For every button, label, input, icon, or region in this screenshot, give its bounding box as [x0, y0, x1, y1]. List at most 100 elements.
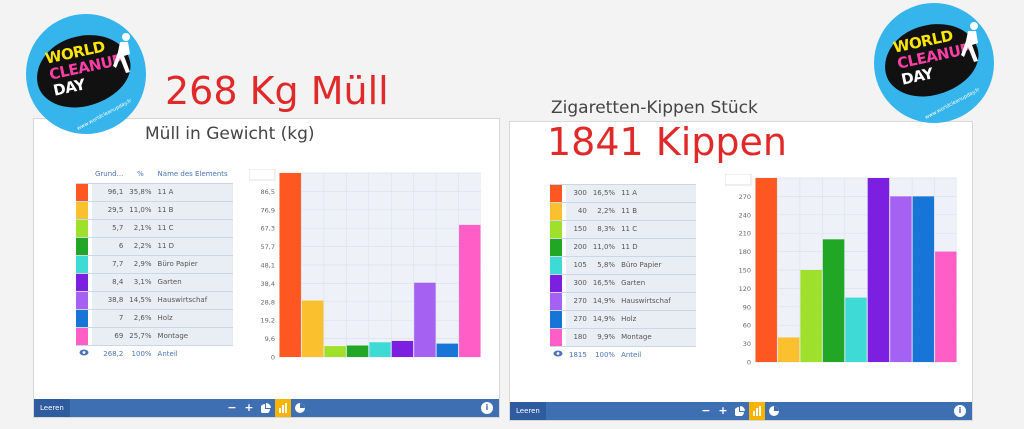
value-cell[interactable]: 150 [566, 220, 590, 239]
name-cell[interactable]: Garten [154, 273, 233, 292]
color-swatch[interactable] [76, 309, 88, 327]
value-cell[interactable]: 270 [566, 292, 590, 311]
value-cell[interactable]: 69 [92, 327, 127, 346]
left-chart-title: Müll in Gewicht (kg) [145, 124, 315, 144]
name-cell[interactable]: 11 C [154, 219, 233, 238]
table-row[interactable]: 8,4 3,1% Garten [76, 273, 233, 292]
value-cell[interactable]: 29,5 [92, 201, 127, 220]
table-row[interactable]: 29,5 11,0% 11 B [76, 201, 233, 220]
value-cell[interactable]: 40 [566, 202, 590, 221]
table-row[interactable]: 270 14,9% Holz [550, 310, 697, 329]
color-swatch[interactable] [550, 310, 562, 328]
clear-button[interactable]: Leeren [510, 402, 546, 420]
color-swatch[interactable] [550, 202, 562, 220]
table-row[interactable]: 180 9,9% Montage [550, 328, 697, 347]
name-cell[interactable]: Holz [618, 310, 697, 329]
zoom-out-button[interactable]: − [227, 401, 237, 414]
info-button[interactable]: i [954, 405, 966, 417]
color-swatch[interactable] [76, 291, 88, 309]
name-cell[interactable]: 11 B [618, 202, 697, 221]
table-row[interactable]: 200 11,0% 11 D [550, 238, 697, 257]
name-cell[interactable]: 11 D [618, 238, 697, 257]
zoom-out-button[interactable]: − [701, 404, 711, 417]
table-row[interactable]: 5,7 2,1% 11 C [76, 219, 233, 238]
table-row[interactable]: 150 8,3% 11 C [550, 220, 697, 239]
name-cell[interactable]: Garten [618, 274, 697, 293]
name-cell[interactable]: 11 D [154, 237, 233, 256]
clear-button[interactable]: Leeren [34, 399, 70, 417]
table-row[interactable]: 270 14,9% Hauswirtschaf [550, 292, 697, 311]
value-header[interactable] [566, 167, 590, 185]
value-cell[interactable]: 38,8 [92, 291, 127, 310]
bar [324, 346, 346, 357]
color-swatch[interactable] [76, 327, 88, 345]
color-swatch[interactable] [76, 183, 88, 201]
bar [391, 340, 414, 357]
value-cell[interactable]: 7 [92, 309, 127, 328]
value-cell[interactable]: 8,4 [92, 273, 127, 292]
color-swatch[interactable] [550, 184, 562, 202]
color-swatch[interactable] [76, 219, 88, 237]
total-label: Anteil [154, 345, 233, 362]
table-row[interactable]: 96,1 35,8% 11 A [76, 183, 233, 202]
name-cell[interactable]: 11 C [618, 220, 697, 239]
color-swatch[interactable] [550, 274, 562, 292]
pie-segments-icon[interactable] [732, 402, 748, 420]
table-row[interactable]: 105 5,8% Büro Papier [550, 256, 697, 275]
name-cell[interactable]: 11 A [154, 183, 233, 202]
name-cell[interactable]: Holz [154, 309, 233, 328]
percent-header[interactable]: % [126, 166, 155, 184]
name-cell[interactable]: Hauswirtschaf [154, 291, 233, 310]
pie-segments-icon[interactable] [258, 399, 274, 417]
value-cell[interactable]: 270 [566, 310, 590, 329]
value-cell[interactable]: 6 [92, 237, 127, 256]
color-swatch[interactable] [550, 292, 562, 310]
bar-chart-icon[interactable] [749, 402, 765, 420]
color-swatch[interactable] [76, 273, 88, 291]
eye-icon[interactable] [550, 346, 566, 363]
value-cell[interactable]: 5,7 [92, 219, 127, 238]
table-row[interactable]: 6 2,2% 11 D [76, 237, 233, 256]
value-cell[interactable]: 180 [566, 328, 590, 347]
pie-chart-icon[interactable] [292, 399, 308, 417]
value-cell[interactable]: 105 [566, 256, 590, 275]
name-cell[interactable]: Montage [618, 328, 697, 347]
color-swatch[interactable] [550, 328, 562, 346]
table-row[interactable]: 69 25,7% Montage [76, 327, 233, 346]
name-cell[interactable]: Büro Papier [618, 256, 697, 275]
zoom-in-button[interactable]: + [244, 401, 254, 414]
percent-header[interactable] [589, 167, 619, 185]
name-cell[interactable]: Büro Papier [154, 255, 233, 274]
zoom-in-button[interactable]: + [718, 404, 728, 417]
value-cell[interactable]: 7,7 [92, 255, 127, 274]
value-cell[interactable]: 200 [566, 238, 590, 257]
name-header[interactable]: Name des Elements [154, 166, 233, 184]
name-cell[interactable]: Montage [154, 327, 233, 346]
color-swatch[interactable] [550, 220, 562, 238]
value-cell[interactable]: 96,1 [92, 183, 127, 202]
color-swatch[interactable] [76, 237, 88, 255]
name-cell[interactable]: 11 A [618, 184, 697, 203]
value-cell[interactable]: 300 [566, 184, 590, 203]
value-header[interactable]: Grund... [92, 166, 127, 184]
color-swatch[interactable] [550, 256, 562, 274]
name-cell[interactable]: Hauswirtschaf [618, 292, 697, 311]
percent-cell: 14,9% [589, 310, 619, 329]
table-row[interactable]: 7,7 2,9% Büro Papier [76, 255, 233, 274]
name-cell[interactable]: 11 B [154, 201, 233, 220]
color-swatch[interactable] [76, 255, 88, 273]
table-row[interactable]: 38,8 14,5% Hauswirtschaf [76, 291, 233, 310]
table-row[interactable]: 300 16,5% Garten [550, 274, 697, 293]
table-row[interactable]: 300 16,5% 11 A [550, 184, 697, 203]
pie-chart-icon[interactable] [766, 402, 782, 420]
eye-icon[interactable] [76, 345, 92, 362]
table-row[interactable]: 40 2,2% 11 B [550, 202, 697, 221]
name-header[interactable] [618, 167, 697, 185]
table-row[interactable]: 7 2,6% Holz [76, 309, 233, 328]
value-cell[interactable]: 300 [566, 274, 590, 293]
info-button[interactable]: i [481, 402, 493, 414]
color-swatch[interactable] [76, 201, 88, 219]
percent-cell: 2,2% [589, 202, 619, 221]
bar-chart-icon[interactable] [275, 399, 291, 417]
color-swatch[interactable] [550, 238, 562, 256]
